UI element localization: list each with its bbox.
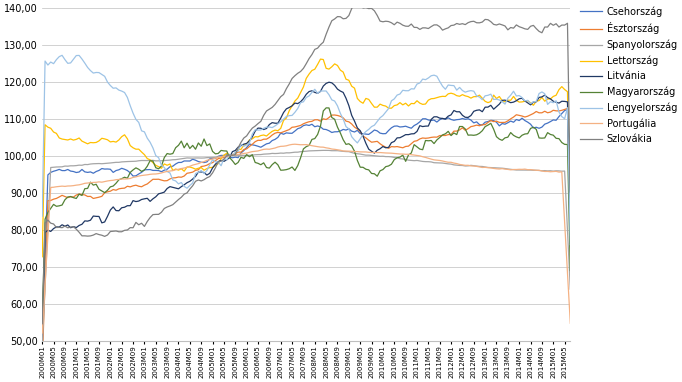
Spanyolország — [473, 164, 481, 168]
Észtország — [566, 209, 574, 213]
Portugália — [151, 172, 160, 176]
Csehország — [385, 128, 393, 133]
Észtország — [470, 124, 478, 128]
Litvánia — [294, 101, 302, 106]
Lengyelország — [467, 88, 475, 93]
Portugália — [291, 142, 299, 147]
Magyarország — [294, 163, 302, 168]
Csehország — [470, 121, 478, 125]
Portugália — [566, 321, 574, 325]
Line: Lengyelország: Lengyelország — [42, 55, 570, 244]
Lengyelország — [297, 100, 305, 105]
Lengyelország — [473, 94, 481, 98]
Lettország — [387, 106, 396, 110]
Lettország — [566, 235, 574, 240]
Litvánia — [566, 241, 574, 246]
Lettország — [151, 163, 160, 168]
Spanyolország — [58, 165, 66, 169]
Csehország — [464, 117, 472, 121]
Spanyolország — [151, 159, 160, 163]
Spanyolország — [38, 345, 46, 349]
Portugália — [387, 151, 396, 155]
Litvánia — [473, 108, 481, 113]
Csehország — [58, 168, 66, 173]
Legend: Csehország, Észtország, Spanyolország, Lettország, Litvánia, Magyarország, Lengy: Csehország, Észtország, Spanyolország, L… — [580, 6, 678, 144]
Csehország — [151, 168, 160, 173]
Portugália — [467, 163, 475, 168]
Line: Észtország: Észtország — [42, 108, 570, 363]
Magyarország — [473, 133, 481, 137]
Szlovákia — [566, 190, 574, 194]
Magyarország — [566, 268, 574, 273]
Portugália — [297, 142, 305, 147]
Magyarország — [151, 165, 160, 170]
Line: Litvánia: Litvánia — [42, 82, 570, 330]
Line: Lettország: Lettország — [42, 59, 570, 257]
Litvánia — [38, 327, 46, 332]
Magyarország — [387, 162, 396, 167]
Lengyelország — [38, 214, 46, 219]
Portugália — [38, 331, 46, 335]
Litvánia — [387, 140, 396, 145]
Spanyolország — [467, 163, 475, 168]
Magyarország — [467, 133, 475, 137]
Észtország — [385, 146, 393, 151]
Csehország — [563, 107, 572, 112]
Szlovákia — [473, 21, 481, 25]
Észtország — [294, 124, 302, 128]
Szlovákia — [467, 19, 475, 24]
Portugália — [473, 164, 481, 169]
Line: Magyarország: Magyarország — [42, 108, 570, 323]
Litvánia — [467, 113, 475, 118]
Lettország — [294, 96, 302, 100]
Lettország — [38, 254, 46, 259]
Lengyelország — [566, 242, 574, 247]
Csehország — [38, 347, 46, 352]
Lettország — [58, 137, 66, 141]
Lettország — [467, 96, 475, 100]
Szlovákia — [387, 21, 396, 25]
Spanyolország — [566, 287, 574, 291]
Spanyolország — [294, 150, 302, 154]
Spanyolország — [319, 148, 327, 153]
Észtország — [563, 106, 572, 111]
Észtország — [464, 126, 472, 131]
Lengyelország — [155, 155, 163, 160]
Észtország — [151, 177, 160, 181]
Magyarország — [38, 321, 46, 325]
Lettország — [316, 57, 325, 62]
Szlovákia — [351, 1, 359, 6]
Lengyelország — [61, 57, 69, 62]
Lettország — [473, 94, 481, 99]
Csehország — [566, 212, 574, 216]
Spanyolország — [387, 155, 396, 159]
Észtország — [58, 193, 66, 197]
Magyarország — [322, 105, 330, 110]
Szlovákia — [38, 321, 46, 326]
Szlovákia — [151, 212, 160, 217]
Észtország — [38, 361, 46, 366]
Litvánia — [58, 222, 66, 227]
Lengyelország — [387, 99, 396, 103]
Magyarország — [58, 203, 66, 207]
Line: Spanyolország: Spanyolország — [42, 151, 570, 347]
Line: Portugália: Portugália — [42, 144, 570, 333]
Lengyelország — [58, 53, 66, 58]
Litvánia — [151, 194, 160, 199]
Line: Csehország: Csehország — [42, 109, 570, 350]
Szlovákia — [58, 225, 66, 230]
Portugália — [58, 184, 66, 188]
Csehország — [294, 126, 302, 131]
Line: Szlovákia: Szlovákia — [42, 3, 570, 324]
Litvánia — [325, 80, 333, 84]
Szlovákia — [294, 71, 302, 76]
